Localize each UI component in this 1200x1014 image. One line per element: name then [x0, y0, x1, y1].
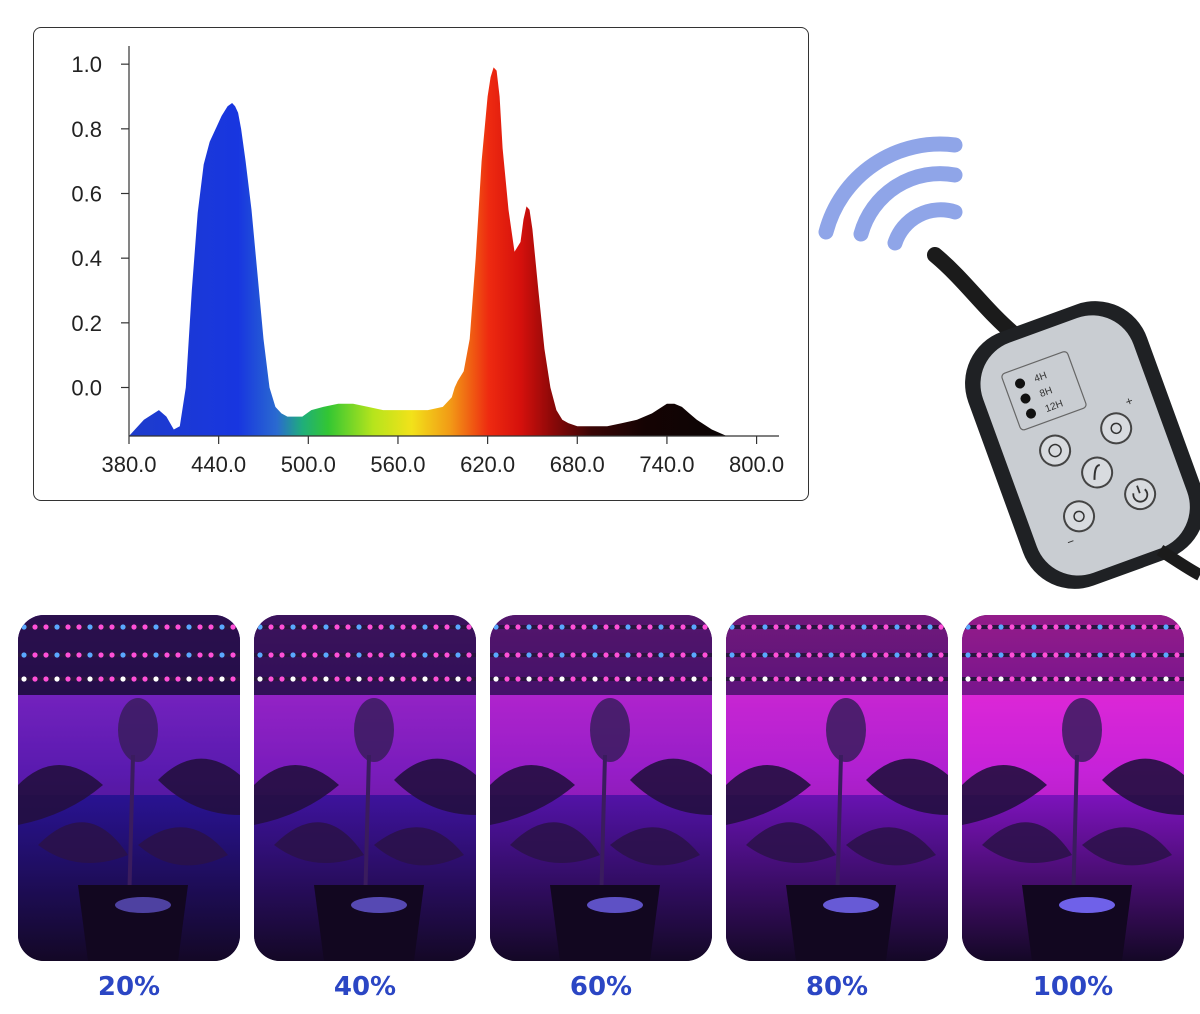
y-tick-label: 0.0 [71, 376, 102, 401]
x-tick-label: 740.0 [639, 452, 694, 477]
brightness-label: 20% [97, 972, 161, 1002]
timer-label-8h: 8H [1038, 385, 1054, 400]
plus-sign: + [1124, 393, 1135, 409]
chart-axes: 0.0 0.2 0.4 0.6 0.8 1.0 380.0 440.0 500.0 560.0 62… [71, 46, 784, 477]
wireless-signal-icon [818, 136, 963, 251]
minus-sign: − [1065, 534, 1076, 550]
remote-cable [927, 247, 1023, 343]
x-tick-label: 380.0 [101, 452, 156, 477]
y-tick-label: 0.4 [71, 246, 102, 271]
brightness-down-button[interactable] [1060, 497, 1098, 535]
grow-light-photo [962, 615, 1184, 961]
remote-controller: 4H 8H 12H + − [815, 130, 1200, 590]
y-tick-label: 0.8 [71, 117, 102, 142]
brightness-label: 100% [1032, 972, 1114, 1002]
chart-svg: 0.0 0.2 0.4 0.6 0.8 1.0 380.0 440.0 500.0 560.0 62… [71, 46, 784, 477]
x-tick-label: 500.0 [281, 452, 336, 477]
remote-cable-out [1156, 545, 1200, 581]
brightness-label: 80% [805, 972, 869, 1002]
spectrum-chart: 0.0 0.2 0.4 0.6 0.8 1.0 380.0 440.0 500.0 560.0 62… [33, 27, 809, 501]
y-tick-label: 1.0 [71, 52, 102, 77]
brightness-label: 60% [569, 972, 633, 1002]
brightness-up-button[interactable] [1097, 409, 1135, 447]
y-tick-label: 0.2 [71, 311, 102, 336]
power-button[interactable] [1121, 475, 1159, 513]
spectrum-area [129, 67, 772, 437]
y-tick-label: 0.6 [71, 182, 102, 207]
grow-light-photo [726, 615, 948, 961]
x-tick-label: 680.0 [550, 452, 605, 477]
x-tick-label: 560.0 [370, 452, 425, 477]
grow-light-photo [18, 615, 240, 961]
grow-light-photo [490, 615, 712, 961]
remote-body: 4H 8H 12H + − [965, 301, 1200, 589]
remote-illustration: 4H 8H 12H + − [818, 136, 1200, 589]
timer-button[interactable] [1036, 431, 1074, 469]
x-tick-label: 800.0 [729, 452, 784, 477]
x-tick-label: 440.0 [191, 452, 246, 477]
brightness-label: 40% [333, 972, 397, 1002]
mode-button[interactable] [1078, 453, 1116, 491]
grow-light-photo [254, 615, 476, 961]
timer-label-4h: 4H [1033, 370, 1049, 385]
x-tick-label: 620.0 [460, 452, 515, 477]
